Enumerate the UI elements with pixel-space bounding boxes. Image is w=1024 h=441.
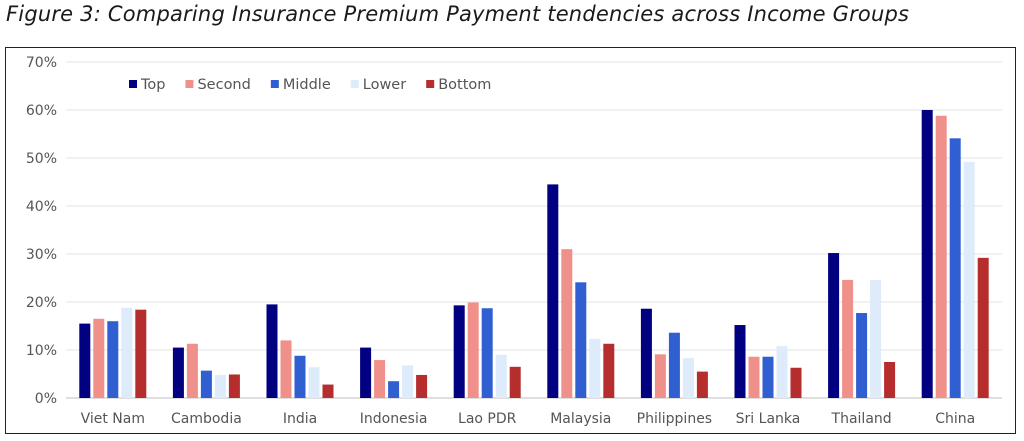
bar-top-sri-lanka xyxy=(734,325,746,398)
bar-second-viet-nam xyxy=(93,318,105,398)
bar-bottom-sri-lanka xyxy=(790,367,802,398)
bar-second-philippines xyxy=(654,354,666,398)
bar-second-cambodia xyxy=(186,343,198,398)
bar-second-lao-pdr xyxy=(467,302,479,398)
bar-middle-indonesia xyxy=(388,381,400,398)
bar-bottom-philippines xyxy=(696,371,708,398)
y-axis-ticks: 0% 10% 20% 30% 40% 50% 60% 70% xyxy=(26,55,57,407)
x-tick-label: Cambodia xyxy=(171,411,242,427)
legend-label: Middle xyxy=(283,77,331,93)
legend-label: Lower xyxy=(363,77,406,93)
bar-lower-sri-lanka xyxy=(776,346,788,398)
legend-swatch-lower xyxy=(350,80,359,88)
bars xyxy=(79,110,989,398)
bar-top-thailand xyxy=(828,253,840,398)
x-tick-label: Philippines xyxy=(637,411,712,427)
x-tick-label: India xyxy=(283,411,317,427)
y-tick-label: 40% xyxy=(26,199,57,215)
y-tick-label: 50% xyxy=(26,151,57,167)
bar-top-viet-nam xyxy=(79,323,91,398)
legend-swatch-bottom xyxy=(426,80,435,88)
legend-swatch-second xyxy=(185,80,194,88)
bar-bottom-indonesia xyxy=(416,374,428,398)
y-tick-label: 60% xyxy=(26,103,57,119)
x-tick-label: Malaysia xyxy=(550,411,611,427)
bar-bottom-thailand xyxy=(884,362,896,398)
bar-middle-malaysia xyxy=(575,282,587,398)
y-tick-label: 70% xyxy=(26,55,57,71)
legend-swatch-top xyxy=(129,80,137,88)
bar-middle-philippines xyxy=(668,332,680,398)
bar-lower-philippines xyxy=(682,358,694,398)
x-axis-ticks: Viet Nam Cambodia India Indonesia Lao PDR Mal… xyxy=(81,411,976,427)
legend-label: Top xyxy=(140,77,165,93)
bar-middle-lao-pdr xyxy=(481,308,493,398)
bar-lower-malaysia xyxy=(589,338,601,398)
bar-top-china xyxy=(921,110,933,398)
chart-frame xyxy=(5,47,1016,434)
bar-top-malaysia xyxy=(547,184,559,398)
bar-middle-sri-lanka xyxy=(762,356,774,398)
bar-lower-india xyxy=(308,367,320,398)
x-tick-label: China xyxy=(935,411,975,427)
bar-middle-viet-nam xyxy=(107,321,119,398)
bar-middle-india xyxy=(294,355,306,398)
legend-label: Bottom xyxy=(438,77,491,93)
legend-swatch-middle xyxy=(270,80,279,88)
bar-top-lao-pdr xyxy=(453,305,465,398)
bar-top-india xyxy=(266,304,278,398)
y-tick-label: 30% xyxy=(26,247,57,263)
bar-second-sri-lanka xyxy=(748,356,760,398)
bar-lower-china xyxy=(963,161,975,398)
legend: Top Second Middle Lower Bottom xyxy=(129,77,491,93)
y-tick-label: 0% xyxy=(35,391,57,407)
bar-second-indonesia xyxy=(374,360,386,398)
bar-bottom-malaysia xyxy=(603,343,615,398)
bar-second-india xyxy=(280,340,292,398)
bar-bottom-cambodia xyxy=(228,374,240,398)
legend-label: Second xyxy=(197,77,250,93)
bar-top-cambodia xyxy=(172,347,184,398)
bar-second-china xyxy=(935,115,947,398)
y-tick-label: 20% xyxy=(26,295,57,311)
x-tick-label: Thailand xyxy=(831,411,892,427)
x-tick-label: Indonesia xyxy=(360,411,428,427)
bar-bottom-lao-pdr xyxy=(509,366,521,398)
bar-bottom-viet-nam xyxy=(135,309,147,398)
bar-lower-indonesia xyxy=(402,365,414,398)
y-tick-label: 10% xyxy=(26,343,57,359)
x-tick-label: Viet Nam xyxy=(81,411,145,427)
bar-lower-thailand xyxy=(870,279,882,398)
bar-top-indonesia xyxy=(360,347,372,398)
bar-middle-thailand xyxy=(856,313,868,398)
bar-bottom-china xyxy=(977,257,989,398)
bar-second-thailand xyxy=(842,279,854,398)
bar-top-philippines xyxy=(640,308,652,398)
figure-caption: Figure 3: Comparing Insurance Premium Pa… xyxy=(6,2,910,26)
bar-bottom-india xyxy=(322,384,334,398)
bar-lower-cambodia xyxy=(214,374,226,398)
x-tick-label: Lao PDR xyxy=(458,411,517,427)
bar-middle-china xyxy=(949,138,961,398)
x-tick-label: Sri Lanka xyxy=(736,411,801,427)
bar-lower-lao-pdr xyxy=(495,354,507,398)
bar-second-malaysia xyxy=(561,249,573,398)
bar-middle-cambodia xyxy=(200,370,212,398)
bar-lower-viet-nam xyxy=(121,307,133,398)
